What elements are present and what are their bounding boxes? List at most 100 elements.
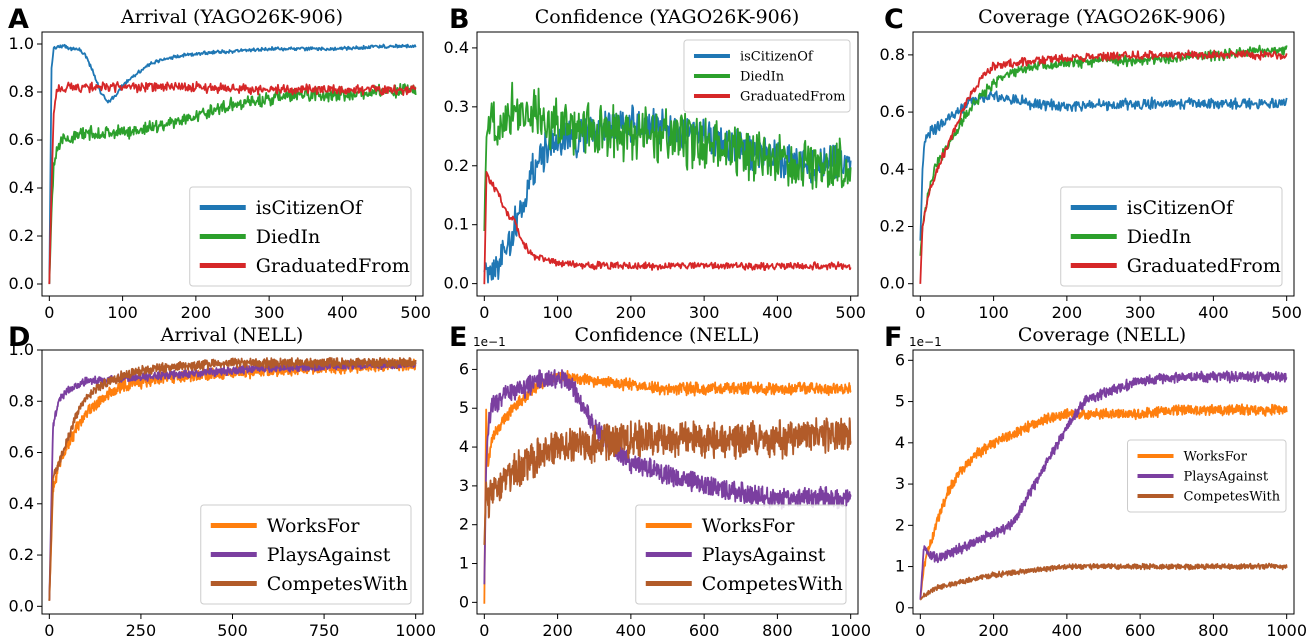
legend-label: DiedIn <box>1127 226 1191 248</box>
legend-label: CompetesWith <box>702 573 843 595</box>
y-tick-label: 2 <box>459 515 469 534</box>
y-tick-label: 0 <box>895 598 905 617</box>
y-tick-label: 0.8 <box>9 82 34 101</box>
y-tick-label: 0.4 <box>9 494 34 513</box>
legend-box <box>189 186 412 287</box>
legend-label: DiedIn <box>740 70 785 85</box>
x-tick-label: 0 <box>44 621 54 640</box>
series-line-graduatedfrom <box>48 80 417 285</box>
x-tick-label: 500 <box>400 303 431 322</box>
axes-frame <box>41 31 424 297</box>
y-tick-label: 5 <box>459 398 469 417</box>
legend-label: PlaysAgainst <box>267 544 391 566</box>
x-tick-label: 0 <box>479 303 489 322</box>
y-tick-label: 3 <box>895 474 905 493</box>
legend-label: CompetesWith <box>267 573 408 595</box>
legend-label: PlaysAgainst <box>1184 470 1269 485</box>
legend-box <box>200 504 412 605</box>
legend: WorksFor PlaysAgainst CompetesWith <box>635 504 847 605</box>
y-tick-label: 0.2 <box>9 226 34 245</box>
series-line-playsagainst <box>483 369 852 585</box>
legend-label: CompetesWith <box>1184 490 1281 505</box>
panel-letter: A <box>8 4 29 35</box>
x-tick-label: 750 <box>309 621 340 640</box>
legend: isCitizenOf DiedIn GraduatedFrom <box>189 186 412 287</box>
y-offset-label: 1e−1 <box>473 335 506 349</box>
legend: isCitizenOf DiedIn GraduatedFrom <box>683 39 851 113</box>
series-group <box>48 43 417 285</box>
y-tick-label: 0.0 <box>9 274 34 293</box>
series-group <box>48 356 417 601</box>
legend-box <box>635 504 847 605</box>
legend: WorksFor PlaysAgainst CompetesWith <box>200 504 412 605</box>
x-tick-label: 400 <box>1052 621 1083 640</box>
series-group <box>919 370 1288 601</box>
legend-label: isCitizenOf <box>740 50 814 65</box>
x-tick-label: 800 <box>762 621 793 640</box>
legend-label: WorksFor <box>267 515 361 537</box>
legend: isCitizenOf DiedIn GraduatedFrom <box>1060 186 1283 287</box>
y-tick-label: 1 <box>459 554 469 573</box>
legend-label: DiedIn <box>256 226 320 248</box>
series-line-worksfor <box>919 403 1288 600</box>
axes-frame <box>476 31 859 297</box>
series-group <box>483 81 852 285</box>
y-tick-label: 0.0 <box>444 274 469 293</box>
series-line-diedin <box>483 81 852 232</box>
axes-frame <box>912 31 1295 297</box>
panel-title: Confidence (NELL) <box>574 324 759 346</box>
x-tick-label: 1000 <box>395 621 436 640</box>
series-line-iscitizenof <box>48 43 417 284</box>
y-tick-label: 0.3 <box>444 97 469 116</box>
panel-title: Coverage (NELL) <box>1018 324 1186 346</box>
x-tick-label: 100 <box>107 303 138 322</box>
panel-letter: B <box>449 4 470 35</box>
y-tick-label: 0.8 <box>880 45 905 64</box>
y-tick-label: 0.4 <box>9 178 34 197</box>
x-tick-label: 100 <box>542 303 573 322</box>
series-line-competeswith <box>483 417 852 545</box>
y-tick-label: 0.4 <box>444 38 469 57</box>
y-tick-label: 6 <box>895 350 905 369</box>
x-tick-label: 100 <box>978 303 1009 322</box>
x-tick-label: 0 <box>44 303 54 322</box>
legend-label: WorksFor <box>702 515 796 537</box>
x-tick-label: 300 <box>254 303 285 322</box>
x-tick-label: 500 <box>835 303 866 322</box>
x-tick-label: 0 <box>479 621 489 640</box>
legend-label: GraduatedFrom <box>1127 255 1281 277</box>
panel-letter: E <box>449 322 467 353</box>
x-tick-label: 250 <box>126 621 157 640</box>
y-tick-label: 0.2 <box>880 216 905 235</box>
y-tick-label: 1.0 <box>9 340 34 359</box>
series-line-graduatedfrom <box>483 171 852 285</box>
y-tick-label: 0.6 <box>9 443 34 462</box>
y-tick-label: 6 <box>459 359 469 378</box>
panel-title: Arrival (YAGO26K-906) <box>120 6 343 28</box>
panel-title: Arrival (NELL) <box>160 324 304 346</box>
y-tick-label: 5 <box>895 392 905 411</box>
series-line-graduatedfrom <box>919 49 1288 284</box>
x-tick-label: 600 <box>689 621 720 640</box>
series-group <box>919 44 1288 284</box>
y-tick-label: 0.6 <box>880 102 905 121</box>
x-tick-label: 200 <box>181 303 212 322</box>
panel-letter: C <box>884 4 904 35</box>
x-tick-label: 500 <box>1271 303 1302 322</box>
y-tick-label: 4 <box>895 433 905 452</box>
axes-frame <box>912 349 1295 615</box>
y-tick-label: 0.4 <box>880 159 905 178</box>
y-tick-label: 4 <box>459 437 469 456</box>
y-tick-label: 0.1 <box>444 215 469 234</box>
chart-panel-b: 0 100 200 300 400 500 0.0 0.1 0.2 0.3 0.4 isCitizen… <box>444 31 866 322</box>
y-tick-label: 0.0 <box>9 596 34 615</box>
y-tick-label: 0.0 <box>880 274 905 293</box>
y-tick-label: 1.0 <box>9 34 34 53</box>
axes-frame <box>476 349 859 615</box>
x-tick-label: 400 <box>1198 303 1229 322</box>
y-offset-label: 1e−1 <box>909 335 942 349</box>
panel-title: Coverage (YAGO26K-906) <box>978 6 1226 28</box>
y-tick-label: 0.6 <box>9 130 34 149</box>
panel-letter: D <box>8 322 30 353</box>
